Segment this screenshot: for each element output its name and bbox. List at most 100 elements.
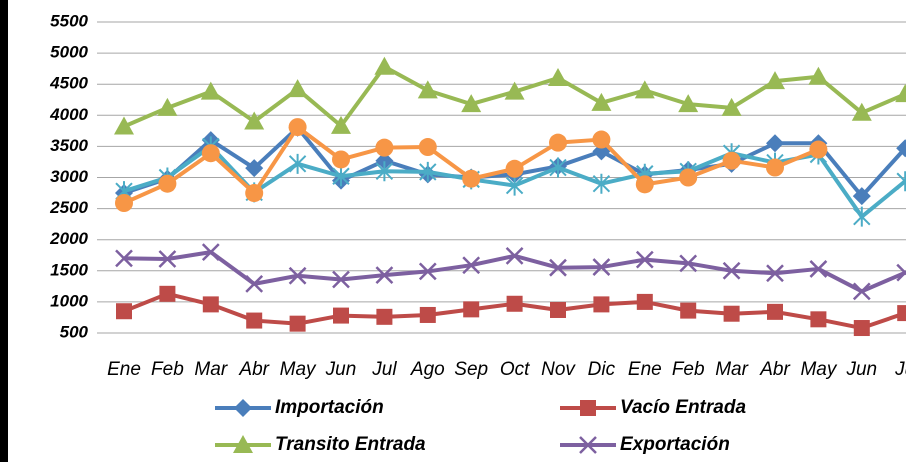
marker [505,175,524,196]
marker [505,246,524,265]
marker [332,270,350,289]
marker [549,133,567,152]
x-tick-label: Sep [454,359,488,380]
x-tick-label: Jun [845,359,877,380]
y-tick-label: 3000 [50,167,88,186]
marker [852,187,871,206]
marker [159,285,176,302]
legend-label: Exportación [620,434,730,455]
y-tick-label: 1000 [50,291,88,310]
marker [201,243,220,262]
marker [288,153,307,174]
y-tick-label: 1500 [50,260,88,279]
marker [246,312,263,329]
x-tick-label: Jul [371,359,397,380]
marker [679,168,698,187]
marker [591,92,612,111]
marker [245,159,264,178]
legend-label: Vacío Entrada [620,397,746,418]
legend-label: Transito Entrada [275,434,426,455]
marker [680,302,697,319]
marker [115,194,133,213]
marker [374,56,395,75]
marker [287,79,308,98]
marker [244,111,265,130]
marker [549,157,567,178]
marker [245,274,264,293]
marker [723,305,740,322]
marker [852,282,871,301]
marker [505,159,524,178]
marker [331,115,351,134]
marker [288,266,307,285]
marker [722,261,741,280]
y-tick-label: 4500 [49,74,88,93]
marker [579,436,597,454]
marker [548,67,568,86]
marker [896,171,906,192]
marker [810,311,827,328]
marker [635,175,654,194]
marker [592,258,611,276]
marker [809,260,828,278]
marker [200,81,221,100]
marker [592,130,611,149]
marker [202,296,219,313]
marker [332,150,350,169]
marker [245,184,264,203]
marker [418,138,437,157]
marker [721,97,742,116]
y-tick-label: 3500 [50,136,88,155]
marker [722,151,741,170]
x-tick-label: Oct [500,359,530,380]
x-tick-label: Ene [107,359,141,380]
marker [461,94,482,113]
marker [896,263,906,282]
marker [809,140,828,159]
marker [158,250,177,268]
marker [635,250,654,269]
marker [289,315,306,332]
marker [853,206,871,227]
x-tick-label: May [800,359,837,380]
marker [375,161,394,182]
marker [897,305,906,322]
legend-label: Importación [275,397,384,418]
marker [636,293,653,310]
marker [114,116,134,135]
marker [550,301,566,318]
x-tick-label: Ene [628,359,662,380]
x-tick-label: Jun [325,359,357,380]
marker [157,97,178,116]
marker [116,303,132,320]
marker [506,295,523,312]
marker [463,301,480,318]
marker [419,161,437,182]
marker [853,320,870,337]
x-tick-label: May [280,359,317,380]
marker [851,102,872,121]
marker [375,151,394,170]
marker [767,303,783,320]
marker [678,94,699,113]
marker [375,138,394,157]
marker [376,308,393,325]
marker [593,296,610,313]
marker [418,262,437,281]
x-tick-label: Abr [238,359,269,380]
marker [233,435,253,453]
marker [634,80,655,99]
marker [419,306,436,323]
marker [808,66,829,85]
marker [580,400,596,416]
y-tick-label: 2000 [49,229,88,248]
marker [234,399,252,417]
marker [158,174,177,193]
marker [333,307,349,324]
marker [504,81,525,100]
x-tick-label: Nov [541,359,576,380]
y-tick-label: 4000 [49,105,88,124]
x-tick-label: Ago [410,359,445,380]
